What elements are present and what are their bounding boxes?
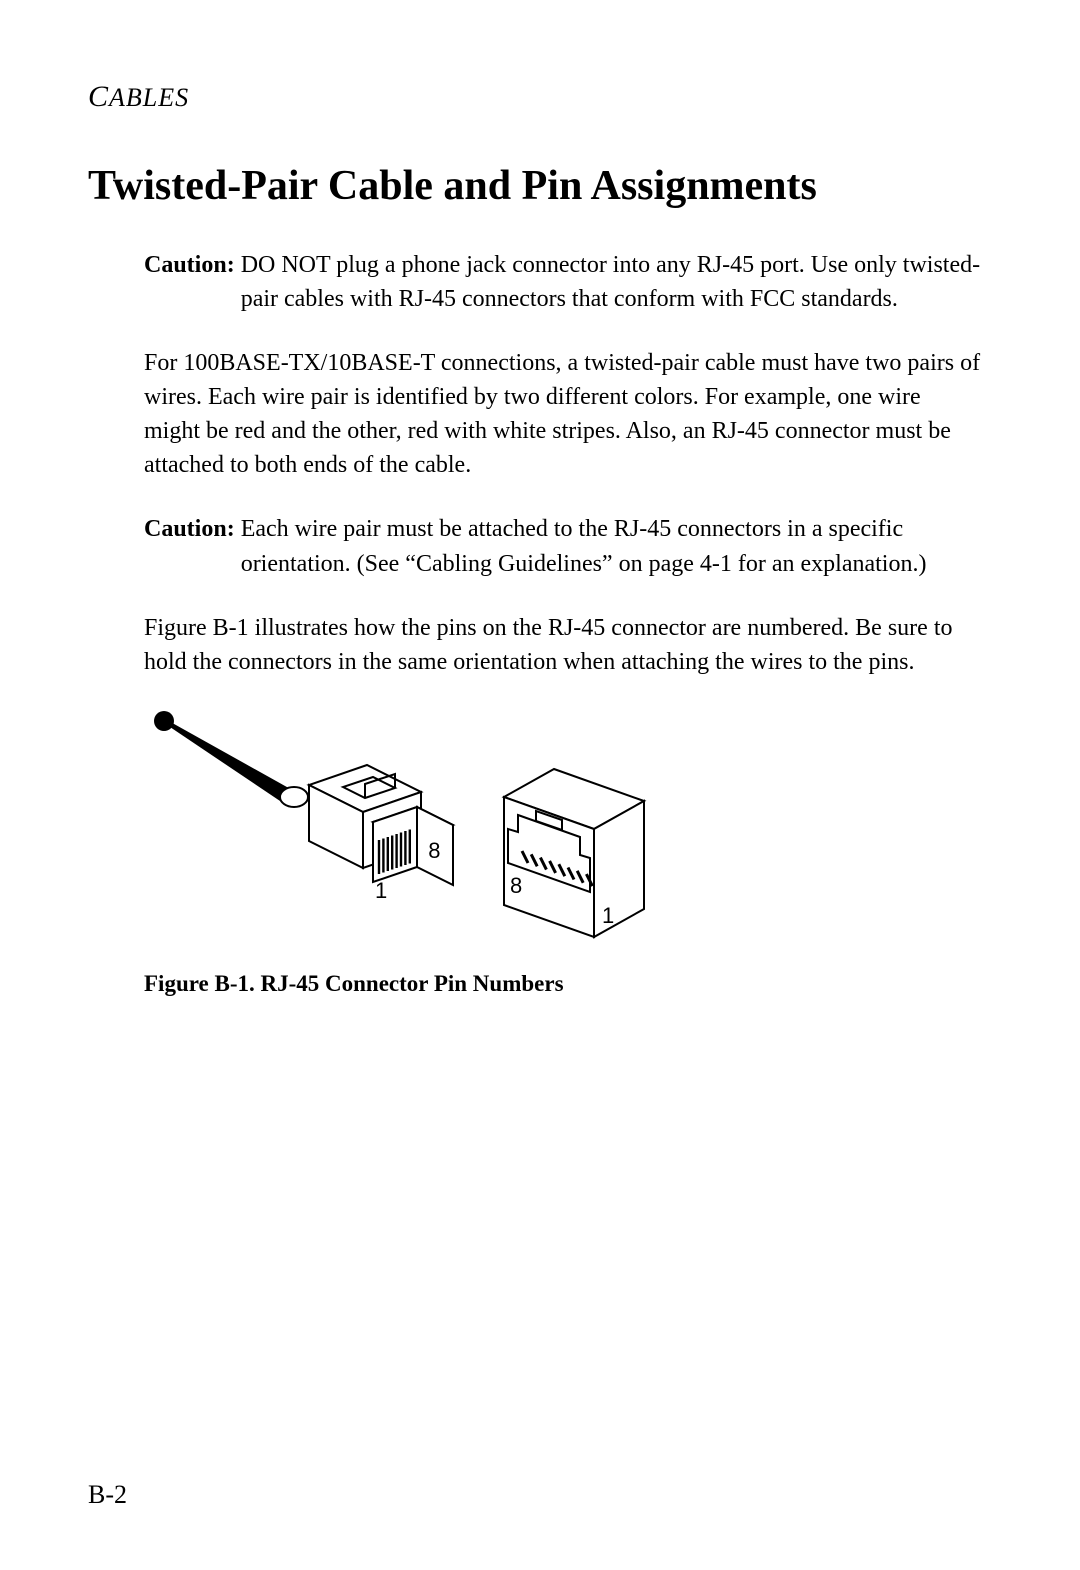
figure-b1: 1881 Figure B-1. RJ-45 Connector Pin Num… bbox=[144, 709, 982, 997]
svg-text:1: 1 bbox=[602, 903, 614, 928]
paragraph-2: Figure B-1 illustrates how the pins on t… bbox=[144, 611, 982, 679]
caution-2: Caution: Each wire pair must be attached… bbox=[144, 512, 982, 580]
paragraph-1: For 100BASE-TX/10BASE-T connections, a t… bbox=[144, 346, 982, 482]
svg-text:8: 8 bbox=[510, 873, 522, 898]
caution-1-label: Caution: bbox=[144, 248, 235, 282]
body: Caution: DO NOT plug a phone jack connec… bbox=[144, 248, 982, 997]
caution-1-text: DO NOT plug a phone jack connector into … bbox=[241, 248, 982, 316]
svg-text:1: 1 bbox=[375, 878, 387, 903]
page-title: Twisted-Pair Cable and Pin Assignments bbox=[88, 162, 992, 210]
caution-2-text: Each wire pair must be attached to the R… bbox=[241, 512, 982, 580]
page-number: B-2 bbox=[88, 1480, 127, 1510]
page: CABLES Twisted-Pair Cable and Pin Assign… bbox=[0, 0, 1080, 1570]
figure-caption: Figure B-1. RJ-45 Connector Pin Numbers bbox=[144, 971, 982, 997]
rj45-diagram-svg: 1881 bbox=[144, 709, 764, 961]
section-header: CABLES bbox=[88, 80, 992, 114]
section-header-text: ABLES bbox=[109, 83, 189, 112]
svg-text:8: 8 bbox=[428, 838, 440, 863]
caution-1: Caution: DO NOT plug a phone jack connec… bbox=[144, 248, 982, 316]
caution-2-label: Caution: bbox=[144, 512, 235, 546]
